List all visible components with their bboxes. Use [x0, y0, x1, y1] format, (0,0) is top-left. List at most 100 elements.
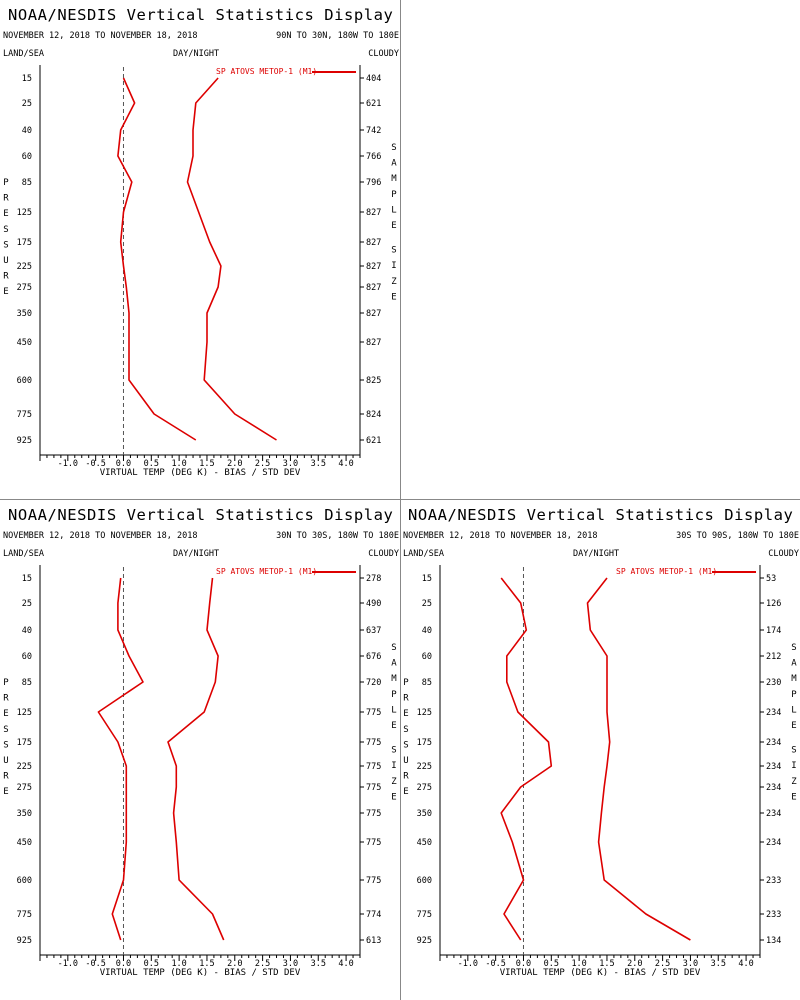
- x-tick-label: 3.5: [711, 959, 726, 969]
- region-label: 30N TO 30S, 180W TO 180E: [276, 531, 399, 541]
- sample-size-label: 827: [366, 283, 381, 293]
- pressure-level-label: 25: [22, 99, 32, 109]
- x-tick-label: 2.0: [227, 959, 242, 969]
- pressure-axis-letter: R: [3, 772, 9, 782]
- pressure-level-label: 275: [17, 283, 32, 293]
- x-tick-label: 0.0: [116, 459, 131, 469]
- sample-size-axis-letter: S: [791, 746, 796, 756]
- pressure-level-label: 60: [22, 152, 32, 162]
- sample-size-axis-letter: S: [391, 143, 396, 153]
- legend-label: SP ATOVS METOP-1 (M1): [216, 67, 317, 76]
- cloudy-label: CLOUDY: [368, 49, 399, 59]
- sample-size-label: 775: [366, 809, 381, 819]
- day-night-label: DAY/NIGHT: [573, 549, 620, 559]
- x-tick-label: 3.0: [283, 459, 298, 469]
- series-line-bias: [117, 77, 197, 441]
- pressure-axis-letter: P: [3, 678, 9, 688]
- chart-panel-northern: NOAA/NESDIS Vertical Statistics Display …: [0, 0, 400, 500]
- pressure-level-label: 225: [417, 762, 432, 772]
- chart-panel-tropics: NOAA/NESDIS Vertical Statistics Display …: [0, 500, 400, 1000]
- pressure-level-label: 350: [17, 809, 32, 819]
- sample-size-label: 742: [366, 126, 381, 136]
- pressure-level-label: 15: [22, 74, 32, 84]
- sample-size-label: 126: [766, 599, 781, 609]
- pressure-level-label: 125: [417, 708, 432, 718]
- x-tick-label: 0.5: [544, 959, 559, 969]
- sample-size-axis-letter: Z: [391, 777, 397, 787]
- sample-size-axis-letter: L: [391, 705, 396, 715]
- pressure-axis-letter: U: [3, 756, 8, 766]
- sample-size-label: 774: [366, 910, 381, 920]
- sample-size-axis-letter: M: [391, 174, 397, 184]
- panel-title: NOAA/NESDIS Vertical Statistics Display: [408, 506, 794, 524]
- pressure-level-label: 775: [17, 410, 32, 420]
- pressure-axis-letter: P: [403, 678, 409, 688]
- sample-size-axis-letter: I: [391, 761, 396, 771]
- sample-size-label: 775: [366, 876, 381, 886]
- sample-size-axis-letter: S: [391, 246, 396, 256]
- pressure-level-label: 175: [17, 738, 32, 748]
- sample-size-label: 775: [366, 738, 381, 748]
- legend-label: SP ATOVS METOP-1 (M1): [616, 567, 717, 576]
- pressure-axis-letter: E: [3, 709, 8, 719]
- pressure-level-label: 775: [417, 910, 432, 920]
- sample-size-label: 621: [366, 436, 381, 446]
- pressure-level-label: 600: [417, 876, 432, 886]
- chart-panel-southern: NOAA/NESDIS Vertical Statistics Display …: [400, 500, 800, 1000]
- sample-size-label: 825: [366, 376, 381, 386]
- pressure-axis-letter: E: [403, 709, 408, 719]
- region-label: 90N TO 30N, 180W TO 180E: [276, 31, 399, 41]
- pressure-level-label: 175: [417, 738, 432, 748]
- sample-size-label: 824: [366, 410, 381, 420]
- sample-size-axis-letter: Z: [391, 277, 397, 287]
- cloudy-label: CLOUDY: [768, 549, 799, 559]
- sample-size-label: 613: [366, 936, 381, 946]
- x-tick-label: 4.0: [338, 459, 353, 469]
- pressure-axis-letter: S: [3, 240, 8, 250]
- sample-size-label: 621: [366, 99, 381, 109]
- sample-size-axis-letter: P: [391, 690, 397, 700]
- pressure-level-label: 775: [17, 910, 32, 920]
- pressure-axis-letter: E: [3, 209, 8, 219]
- sample-size-label: 775: [366, 838, 381, 848]
- sample-size-label: 827: [366, 262, 381, 272]
- pressure-level-label: 25: [22, 599, 32, 609]
- sample-size-axis-letter: P: [391, 190, 397, 200]
- x-tick-label: 0.0: [116, 959, 131, 969]
- pressure-axis-letter: R: [403, 694, 409, 704]
- cloudy-label: CLOUDY: [368, 549, 399, 559]
- pressure-axis-letter: U: [3, 256, 8, 266]
- x-tick-label: -0.5: [85, 959, 105, 969]
- sample-size-label: 234: [766, 708, 781, 718]
- sample-size-label: 676: [366, 652, 381, 662]
- sample-size-label: 766: [366, 152, 381, 162]
- pressure-level-label: 450: [17, 338, 32, 348]
- pressure-level-label: 60: [22, 652, 32, 662]
- x-tick-label: 2.5: [655, 959, 670, 969]
- pressure-level-label: 600: [17, 376, 32, 386]
- x-axis-label: VIRTUAL TEMP (DEG K) - BIAS / STD DEV: [500, 968, 701, 978]
- x-tick-label: 0.5: [144, 959, 159, 969]
- x-tick-label: 1.5: [599, 959, 614, 969]
- x-tick-label: 3.5: [311, 459, 326, 469]
- sample-size-axis-letter: A: [391, 159, 397, 169]
- sample-size-axis-letter: S: [391, 746, 396, 756]
- pressure-axis-letter: R: [3, 194, 9, 204]
- land-sea-label: LAND/SEA: [3, 549, 44, 559]
- x-tick-label: 4.0: [338, 959, 353, 969]
- sample-size-axis-letter: I: [391, 261, 396, 271]
- pressure-level-label: 175: [17, 238, 32, 248]
- pressure-level-label: 15: [22, 574, 32, 584]
- pressure-level-label: 40: [22, 626, 32, 636]
- pressure-axis-letter: P: [3, 178, 9, 188]
- pressure-axis-letter: E: [3, 287, 8, 297]
- sample-size-label: 212: [766, 652, 781, 662]
- x-tick-label: 3.0: [683, 959, 698, 969]
- vertical-profile-chart: -1.0 -0.5 0.0 0.5 1.0 1.5 2.0 2.5 3.0 3.5 4.0 VIRTU…: [403, 565, 797, 978]
- sample-size-axis-letter: Z: [791, 777, 797, 787]
- pressure-level-label: 60: [422, 652, 432, 662]
- x-tick-label: 3.0: [283, 959, 298, 969]
- sample-size-label: 490: [366, 599, 381, 609]
- sample-size-axis-letter: S: [791, 643, 796, 653]
- sample-size-label: 174: [766, 626, 781, 636]
